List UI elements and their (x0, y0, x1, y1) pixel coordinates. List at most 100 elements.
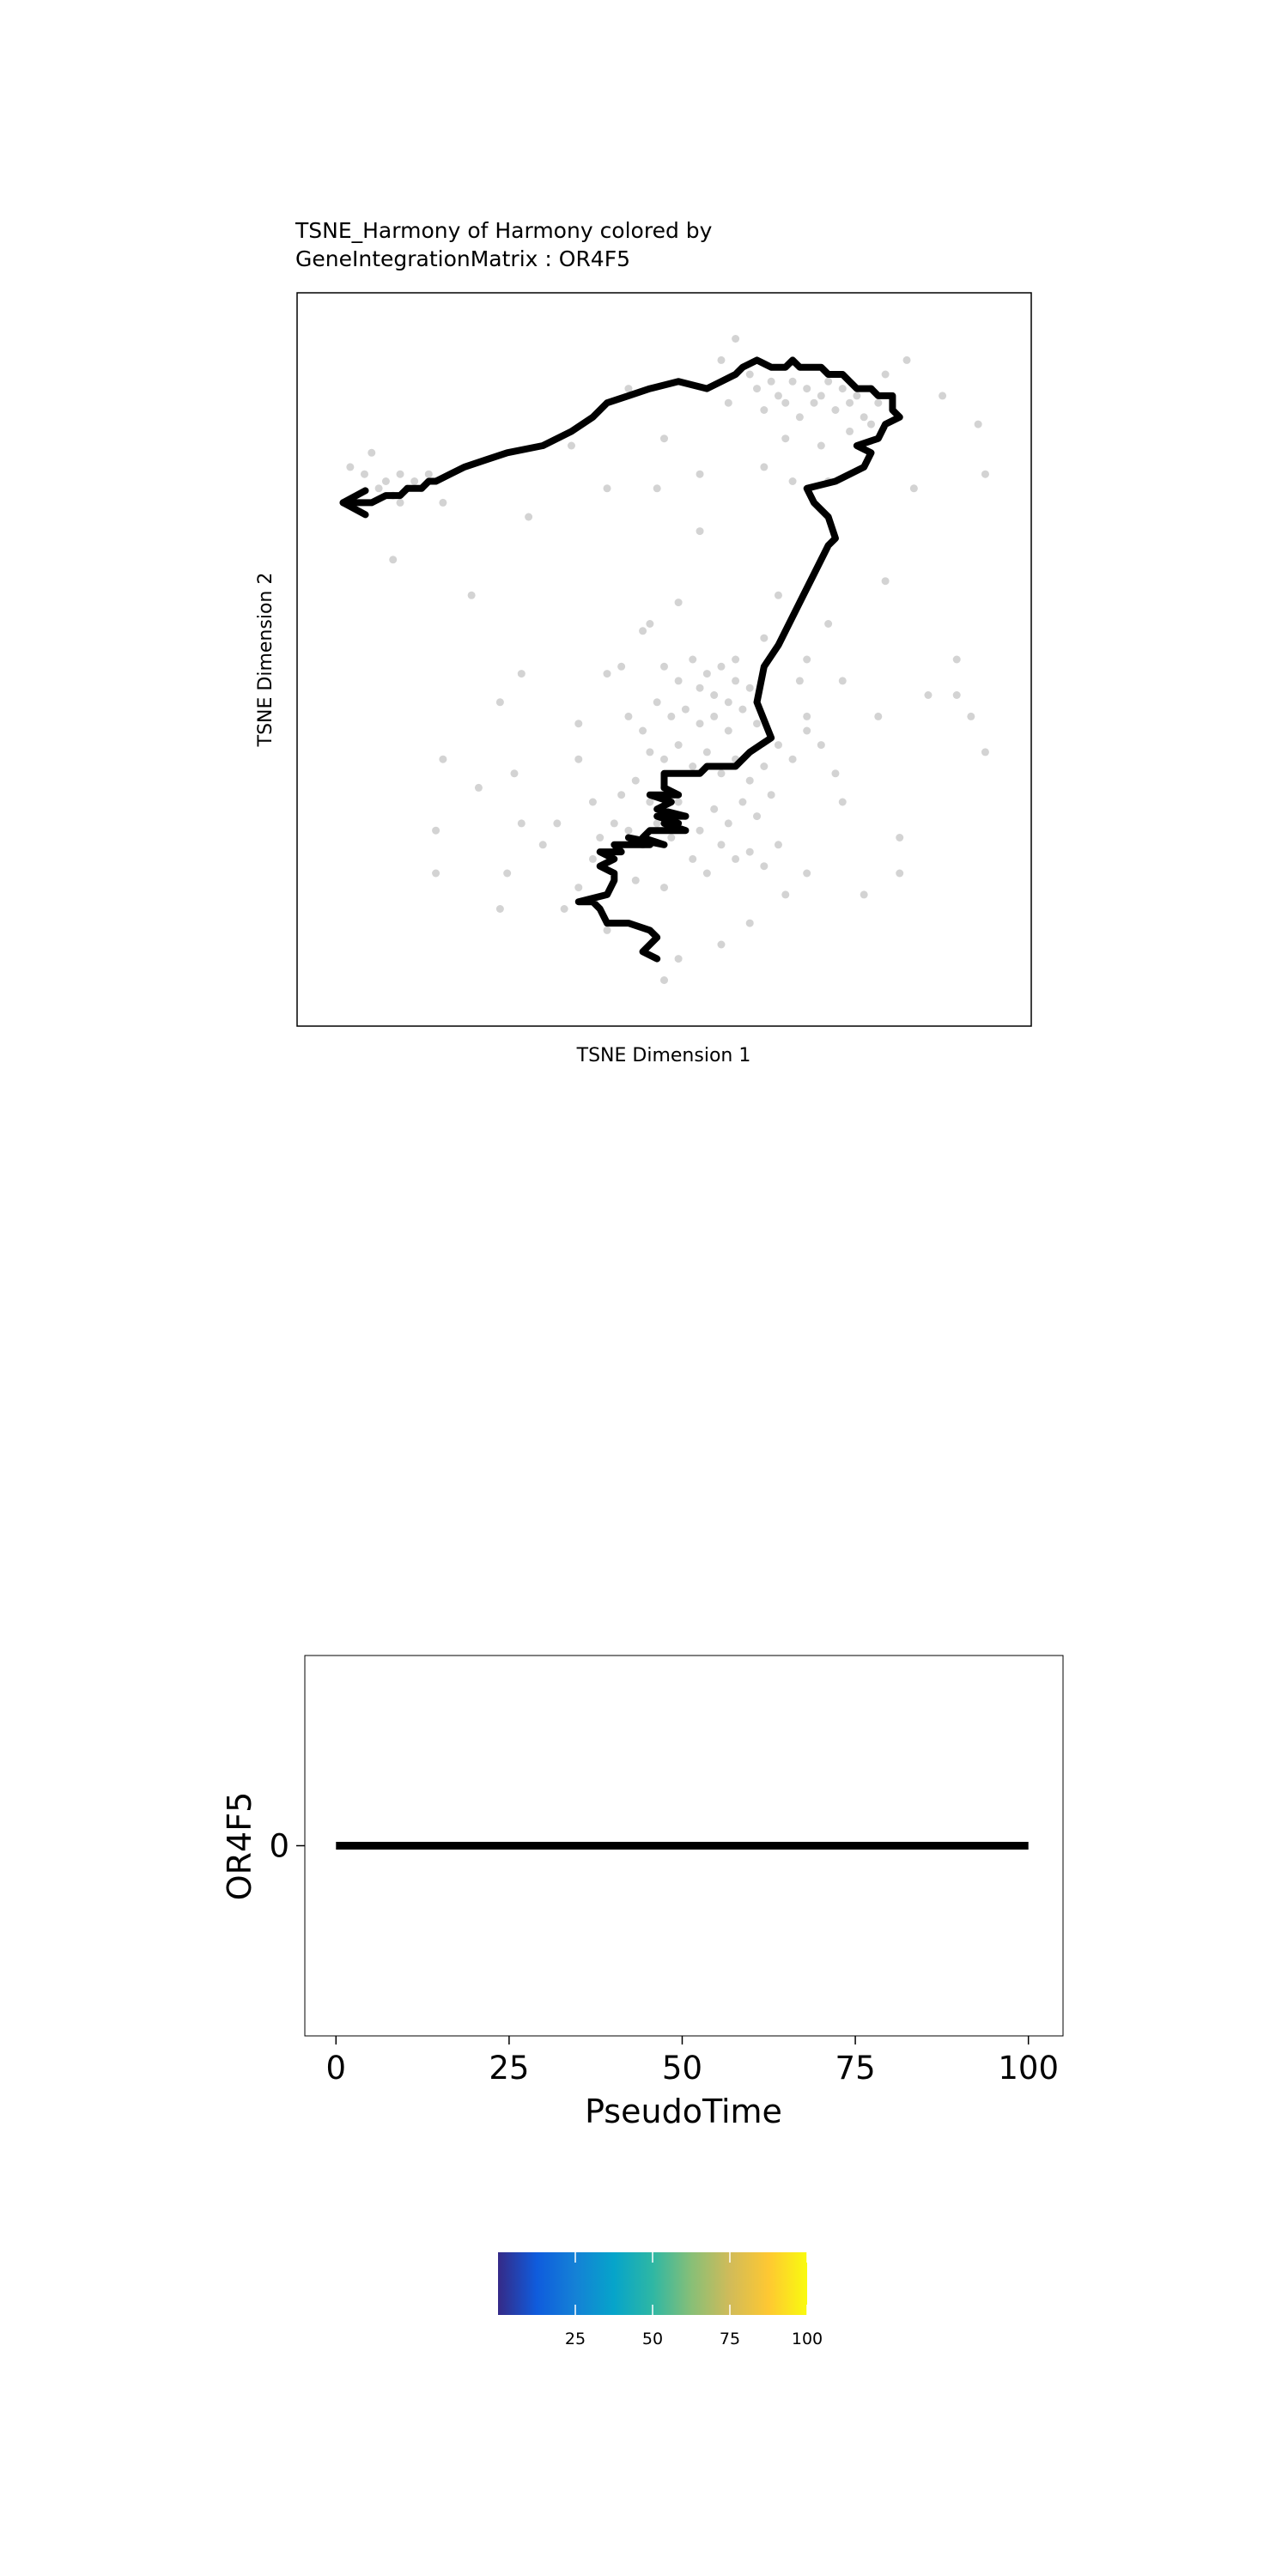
tsne-point (689, 762, 697, 770)
tsne-point (653, 819, 661, 828)
tsne-point (538, 841, 547, 849)
tsne-point (525, 513, 533, 521)
tsne-point (631, 876, 640, 884)
tsne-point (603, 926, 611, 934)
tsne-point (610, 819, 618, 828)
tsne-point (439, 498, 447, 507)
tsne-point (803, 385, 811, 393)
tsne-point (503, 869, 512, 878)
tsne-point (803, 869, 811, 878)
tsne-point (981, 470, 989, 478)
tsne-point (881, 370, 890, 379)
tsne-trajectory-group (339, 356, 903, 963)
tsne-point (424, 470, 433, 478)
tsne-point (588, 798, 597, 806)
tsne-point (788, 477, 797, 485)
tsne-point (717, 355, 726, 364)
tsne-point (781, 434, 790, 443)
tsne-point (817, 741, 825, 750)
tsne-point (689, 655, 697, 664)
pseudotime-x-tick-label: 50 (662, 2050, 702, 2087)
tsne-point (553, 819, 562, 828)
tsne-point (646, 798, 654, 806)
tsne-point (681, 705, 690, 714)
tsne-plot: TSNE_Harmony of Harmony colored by GeneI… (255, 218, 1032, 1066)
tsne-point (952, 691, 961, 699)
tsne-point (760, 862, 769, 871)
tsne-point (717, 841, 726, 849)
tsne-point (824, 620, 833, 628)
tsne-trajectory-line (339, 356, 903, 963)
tsne-point (795, 413, 804, 422)
tsne-point (674, 798, 683, 806)
tsne-point (567, 441, 575, 450)
tsne-point (767, 791, 775, 799)
tsne-point (803, 726, 811, 735)
tsne-point (717, 662, 726, 671)
colorbar-tick-label: 50 (642, 2330, 663, 2348)
tsne-point (639, 726, 647, 735)
pseudotime-plot: 0 25 50 75 100 0 PseudoTime OR4F5 (221, 1655, 1064, 2130)
tsne-point (696, 527, 704, 536)
tsne-point (653, 698, 661, 707)
tsne-point (710, 805, 719, 813)
tsne-point (724, 398, 732, 407)
tsne-point (617, 791, 626, 799)
tsne-point (574, 755, 583, 763)
tsne-point (745, 919, 754, 927)
tsne-point (909, 484, 918, 493)
tsne-point (389, 556, 398, 564)
tsne-point (660, 755, 668, 763)
colorbar-ticks-group: 25 50 75 100 (565, 2252, 823, 2348)
tsne-point (874, 712, 883, 720)
tsne-point (745, 776, 754, 785)
tsne-point (853, 392, 861, 400)
tsne-point (860, 890, 868, 899)
tsne-point (667, 712, 676, 720)
tsne-point (639, 627, 647, 635)
tsne-point (653, 484, 661, 493)
tsne-point (767, 377, 775, 386)
tsne-point (967, 712, 975, 720)
tsne-point (774, 392, 782, 400)
tsne-point (396, 498, 404, 507)
tsne-point (817, 441, 825, 450)
tsne-point (702, 670, 711, 678)
tsne-point (696, 470, 704, 478)
tsne-point (646, 748, 654, 756)
tsne-point (702, 748, 711, 756)
tsne-point (624, 712, 633, 720)
tsne-point (624, 826, 633, 835)
tsne-point (838, 385, 847, 393)
tsne-point (724, 698, 732, 707)
tsne-point (760, 406, 769, 414)
tsne-point (732, 854, 740, 863)
tsne-point (660, 662, 668, 671)
tsne-point (760, 762, 769, 770)
tsne-point (560, 905, 568, 913)
tsne-point (689, 854, 697, 863)
tsne-point (631, 776, 640, 785)
tsne-point (831, 406, 840, 414)
tsne-y-axis-label: TSNE Dimension 2 (255, 573, 276, 748)
tsne-point (617, 662, 626, 671)
tsne-point (410, 477, 419, 485)
tsne-point (902, 355, 911, 364)
colorbar-tick-label: 100 (792, 2330, 823, 2348)
tsne-point (753, 812, 762, 821)
tsne-point (710, 712, 719, 720)
tsne-point (596, 834, 605, 841)
tsne-point (674, 741, 683, 750)
tsne-point (660, 976, 668, 984)
pseudotime-x-tick-label: 75 (835, 2050, 876, 2087)
tsne-point (838, 798, 847, 806)
tsne-point (360, 470, 368, 478)
tsne-point (396, 470, 404, 478)
tsne-point (510, 769, 519, 778)
tsne-point (760, 634, 769, 642)
tsne-point (439, 755, 447, 763)
tsne-point (874, 398, 883, 407)
tsne-point (745, 370, 754, 379)
tsne-point (432, 826, 440, 835)
